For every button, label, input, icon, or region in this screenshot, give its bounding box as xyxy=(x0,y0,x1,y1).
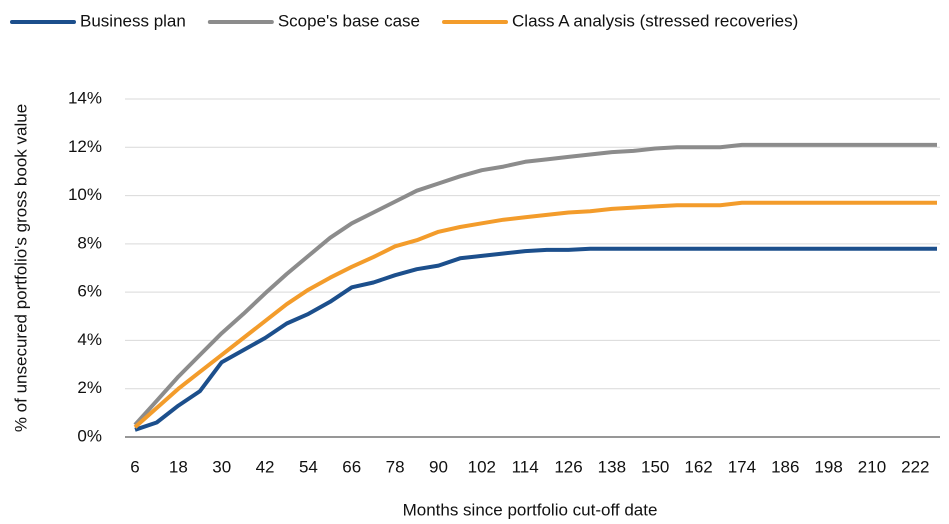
x-axis-label: Months since portfolio cut-off date xyxy=(403,500,658,519)
x-tick-label: 90 xyxy=(429,457,448,476)
x-tick-label: 126 xyxy=(554,457,582,476)
y-tick-label: 10% xyxy=(68,185,102,204)
legend-label: Scope's base case xyxy=(278,11,420,30)
x-tick-label: 162 xyxy=(684,457,712,476)
y-tick-label: 0% xyxy=(77,426,102,445)
y-tick-label: 12% xyxy=(68,137,102,156)
x-tick-label: 222 xyxy=(901,457,929,476)
x-tick-label: 18 xyxy=(169,457,188,476)
y-tick-label: 4% xyxy=(77,330,102,349)
x-tick-label: 66 xyxy=(342,457,361,476)
x-tick-label: 102 xyxy=(468,457,496,476)
x-tick-label: 198 xyxy=(814,457,842,476)
x-tick-label: 78 xyxy=(386,457,405,476)
x-tick-label: 54 xyxy=(299,457,318,476)
x-tick-label: 138 xyxy=(598,457,626,476)
x-tick-label: 210 xyxy=(858,457,886,476)
y-tick-label: 14% xyxy=(68,88,102,107)
y-tick-label: 8% xyxy=(77,233,102,252)
x-tick-label: 186 xyxy=(771,457,799,476)
x-tick-label: 42 xyxy=(256,457,275,476)
x-tick-label: 6 xyxy=(130,457,139,476)
series-line xyxy=(134,246,937,432)
legend-label: Business plan xyxy=(80,11,186,30)
y-tick-label: 6% xyxy=(77,282,102,301)
series-line xyxy=(133,200,937,429)
series-line xyxy=(133,142,937,427)
x-tick-label: 150 xyxy=(641,457,669,476)
x-tick-label: 114 xyxy=(512,457,539,476)
x-tick-label: 30 xyxy=(212,457,231,476)
x-tick-label: 174 xyxy=(728,457,756,476)
y-tick-label: 2% xyxy=(77,378,102,397)
legend-label: Class A analysis (stressed recoveries) xyxy=(512,11,798,30)
y-axis-label: % of unsecured portfolio's gross book va… xyxy=(11,104,30,432)
